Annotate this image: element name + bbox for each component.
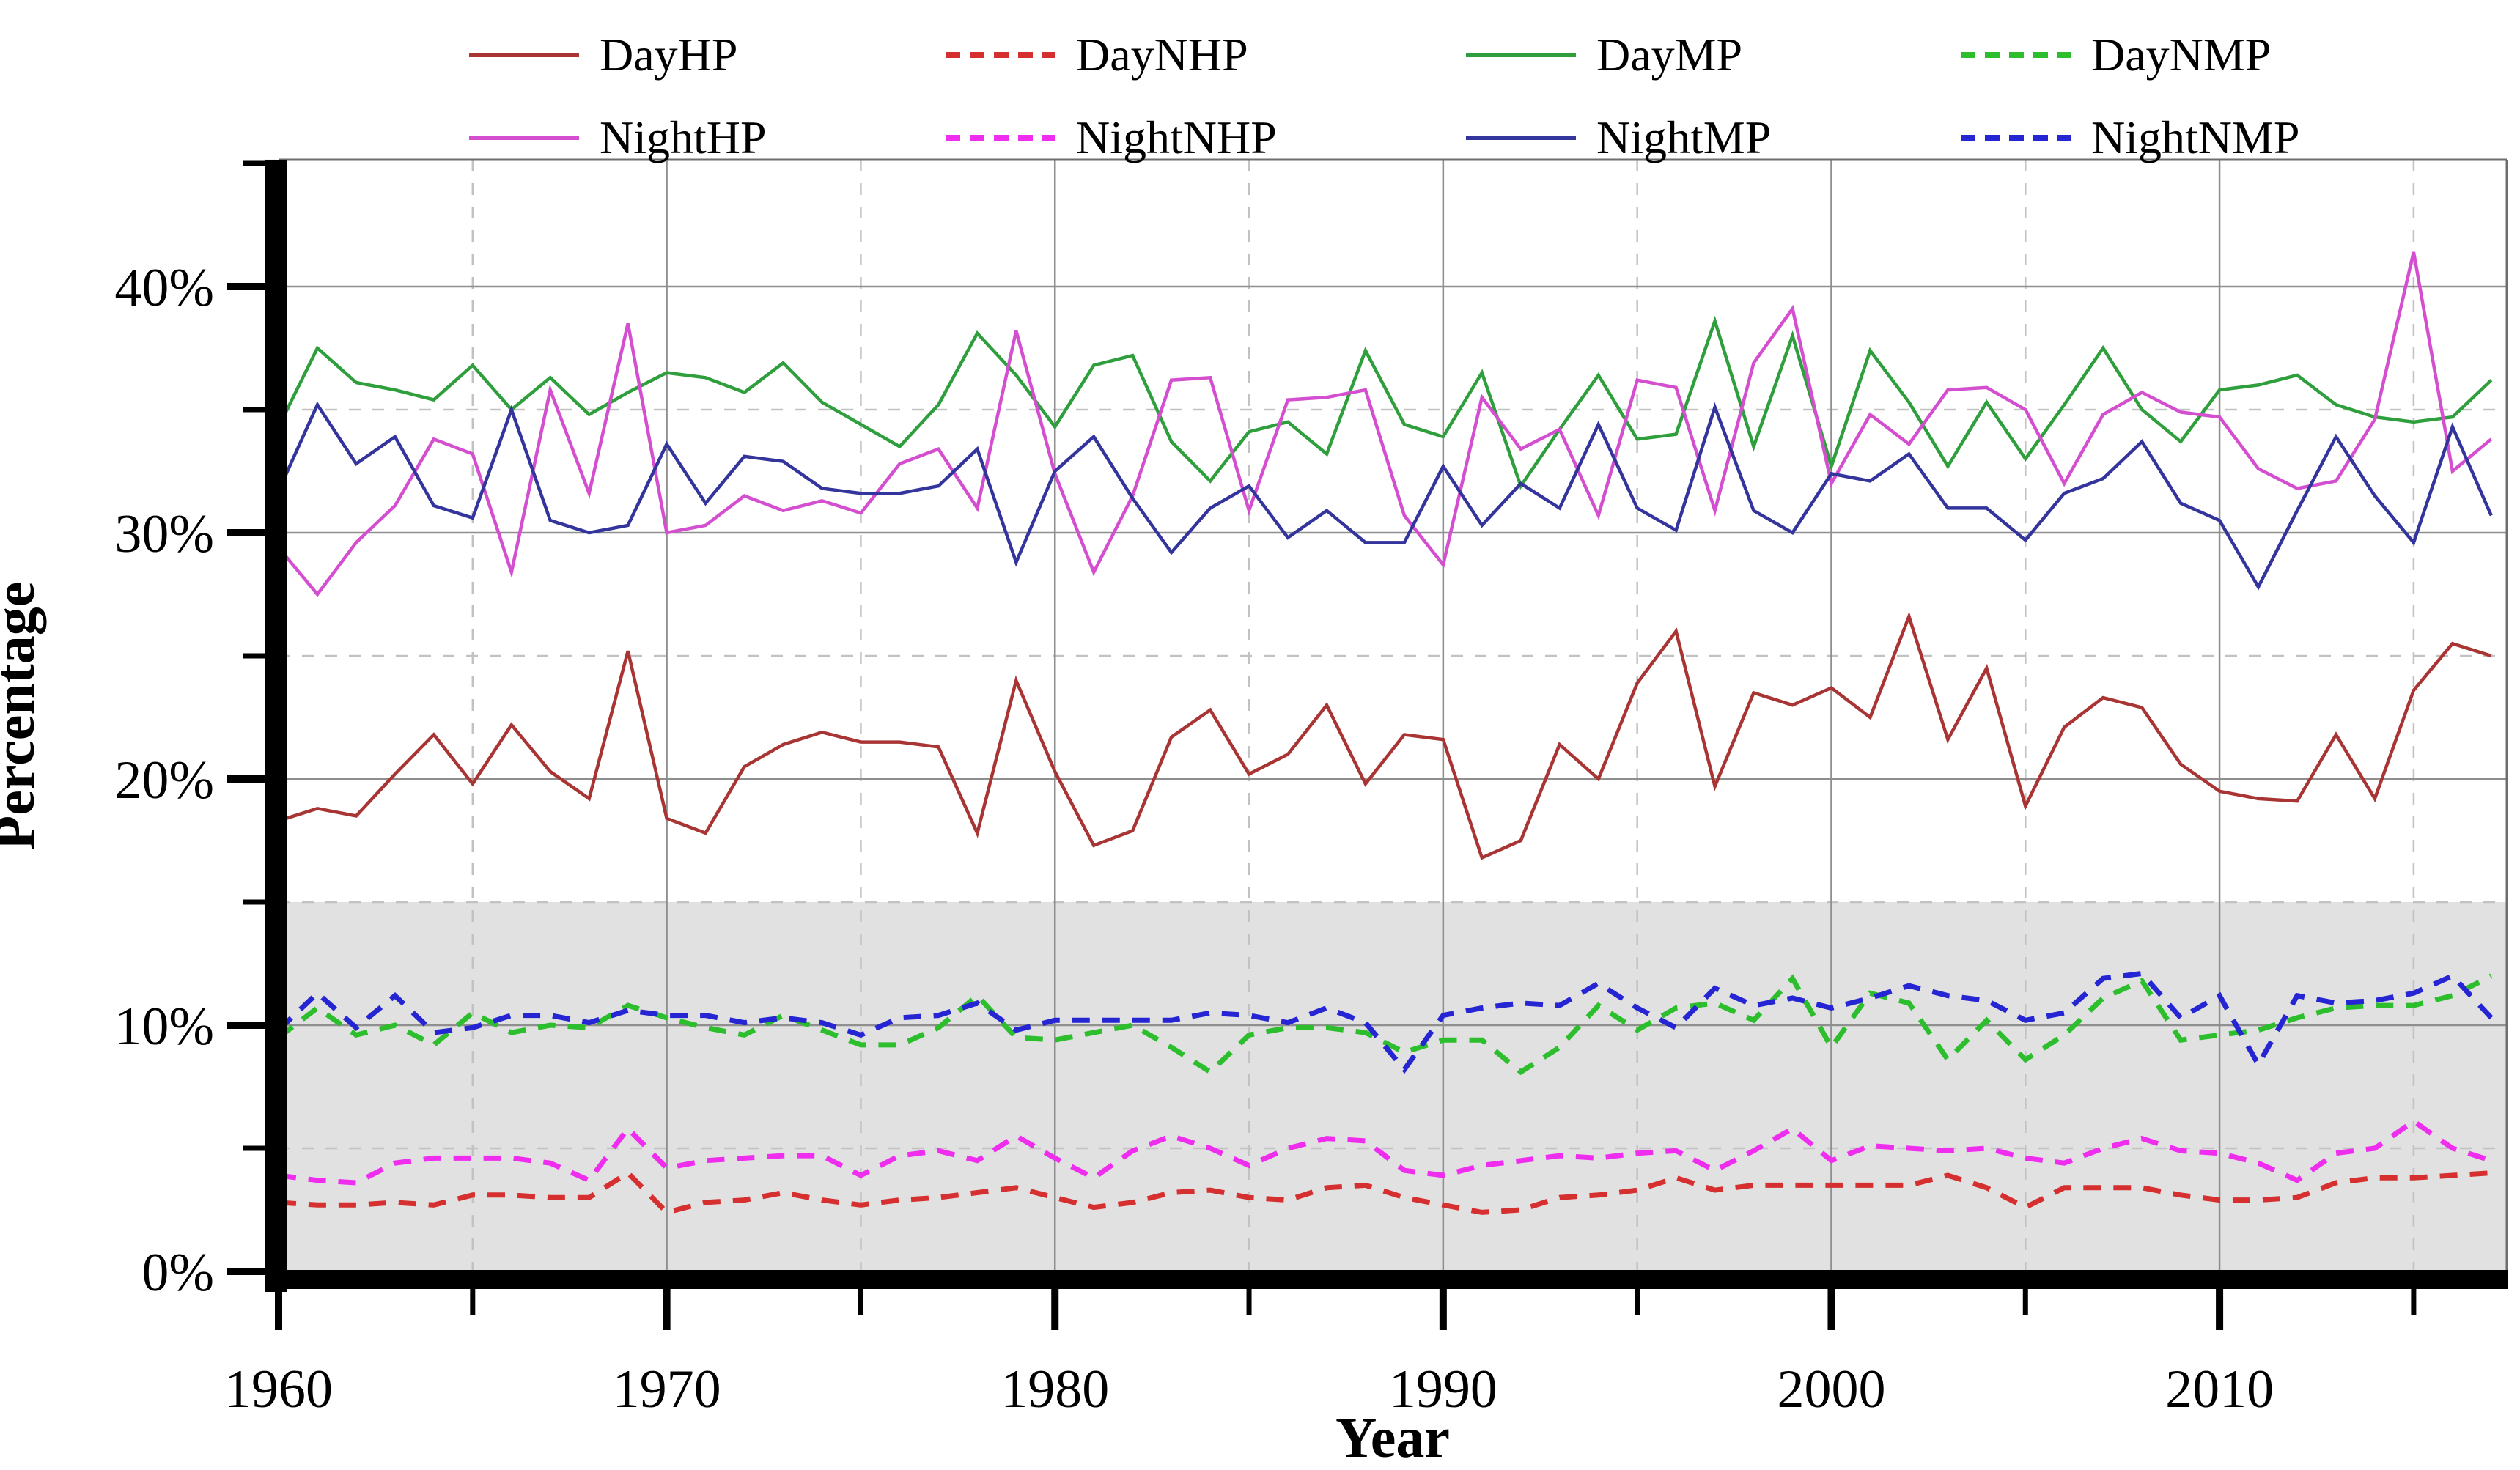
y-tick-major [227,1268,265,1275]
legend-swatch-NightNHP [946,135,1055,141]
shaded-band [279,902,2507,1271]
x-tick-label: 1980 [1001,1359,1109,1419]
y-tick-minor [243,160,265,166]
series-NightHP-line [277,251,2493,597]
x-axis-title: Year [1335,1406,1450,1469]
y-tick-label: 30% [114,504,214,564]
series-NightNMP-line [276,970,2494,1074]
legend-swatch-NightMP [1466,136,1576,140]
y-tick-label: 20% [114,750,214,810]
series-DayNMP-line [276,973,2493,1076]
y-tick-major [227,1022,265,1029]
x-tick-label: 1960 [224,1359,333,1419]
x-tick-major [1439,1288,1447,1330]
legend-item-NightNMP: NightNMP [1961,112,2300,163]
x-tick-major [1051,1288,1059,1330]
legend-label-DayNHP: DayNHP [1076,29,1248,81]
series-NightNHP-line [278,1118,2492,1186]
y-tick-major [227,283,265,290]
x-tick-major [275,1288,282,1330]
x-tick-label: 2000 [1777,1359,1885,1419]
x-tick-major [1827,1288,1835,1330]
legend-label-NightMP: NightMP [1596,111,1772,163]
legend-label-NightHP: NightHP [600,111,767,163]
legend-swatch-DayNHP [946,52,1055,58]
legend-swatch-NightHP [469,136,579,140]
legend-item-DayMP: DayMP [1466,29,1742,81]
legend-item-NightNHP: NightNHP [946,112,1277,163]
x-tick-minor [2411,1288,2417,1315]
series-DayMP-line [276,315,2493,490]
y-tick-minor [243,407,265,413]
y-axis-title: Percentage [0,581,46,851]
y-tick-major [227,775,265,783]
y-tick-minor [243,653,265,659]
x-tick-minor [2022,1288,2028,1315]
legend-item-DayNMP: DayNMP [1961,29,2271,81]
legend-swatch-DayMP [1466,53,1576,57]
x-axis-spine [265,1270,2508,1289]
chart-legend: DayHP DayNHP DayMP DayNMP NightHP NightNHP Nig… [0,0,2520,183]
legend-swatch-DayHP [469,53,579,57]
legend-label-DayHP: DayHP [600,29,738,81]
x-tick-label: 1970 [613,1359,721,1419]
legend-item-DayNHP: DayNHP [946,29,1248,81]
legend-swatch-DayNMP [1961,52,2071,58]
legend-label-DayMP: DayMP [1596,29,1743,81]
x-tick-label: 1990 [1389,1359,1497,1419]
x-tick-minor [470,1288,476,1315]
legend-item-NightHP: NightHP [469,112,767,163]
legend-item-NightMP: NightMP [1466,112,1771,163]
y-tick-label: 40% [114,258,214,318]
x-tick-label: 2010 [2165,1359,2274,1419]
y-axis-spine [265,159,287,1293]
y-tick-minor [243,899,265,905]
legend-label-NightNHP: NightNHP [1076,111,1277,163]
y-tick-major [227,529,265,536]
series-DayNHP-line [278,1170,2492,1216]
y-tick-label: 0% [141,1243,214,1303]
legend-label-DayNMP: DayNMP [2091,29,2272,81]
legend-item-DayHP: DayHP [469,29,737,81]
series-NightMP-line [276,401,2493,591]
x-tick-minor [1246,1288,1252,1315]
x-tick-major [663,1288,671,1330]
series-DayHP-line [278,611,2492,860]
y-tick-label: 10% [114,997,214,1057]
x-tick-minor [858,1288,863,1315]
x-tick-minor [1635,1288,1640,1315]
legend-label-NightNMP: NightNMP [2091,111,2300,163]
y-tick-minor [243,1145,265,1151]
x-tick-major [2216,1288,2224,1330]
legend-swatch-NightNMP [1961,135,2071,141]
